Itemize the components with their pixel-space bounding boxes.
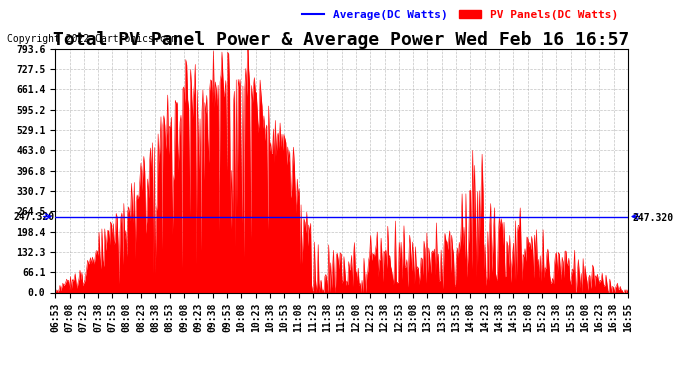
Title: Total PV Panel Power & Average Power Wed Feb 16 16:57: Total PV Panel Power & Average Power Wed… (53, 31, 630, 49)
Text: Copyright 2022 Cartronics.com: Copyright 2022 Cartronics.com (7, 34, 177, 44)
Legend: Average(DC Watts), PV Panels(DC Watts): Average(DC Watts), PV Panels(DC Watts) (297, 6, 622, 24)
Text: 247.320: 247.320 (14, 211, 55, 222)
